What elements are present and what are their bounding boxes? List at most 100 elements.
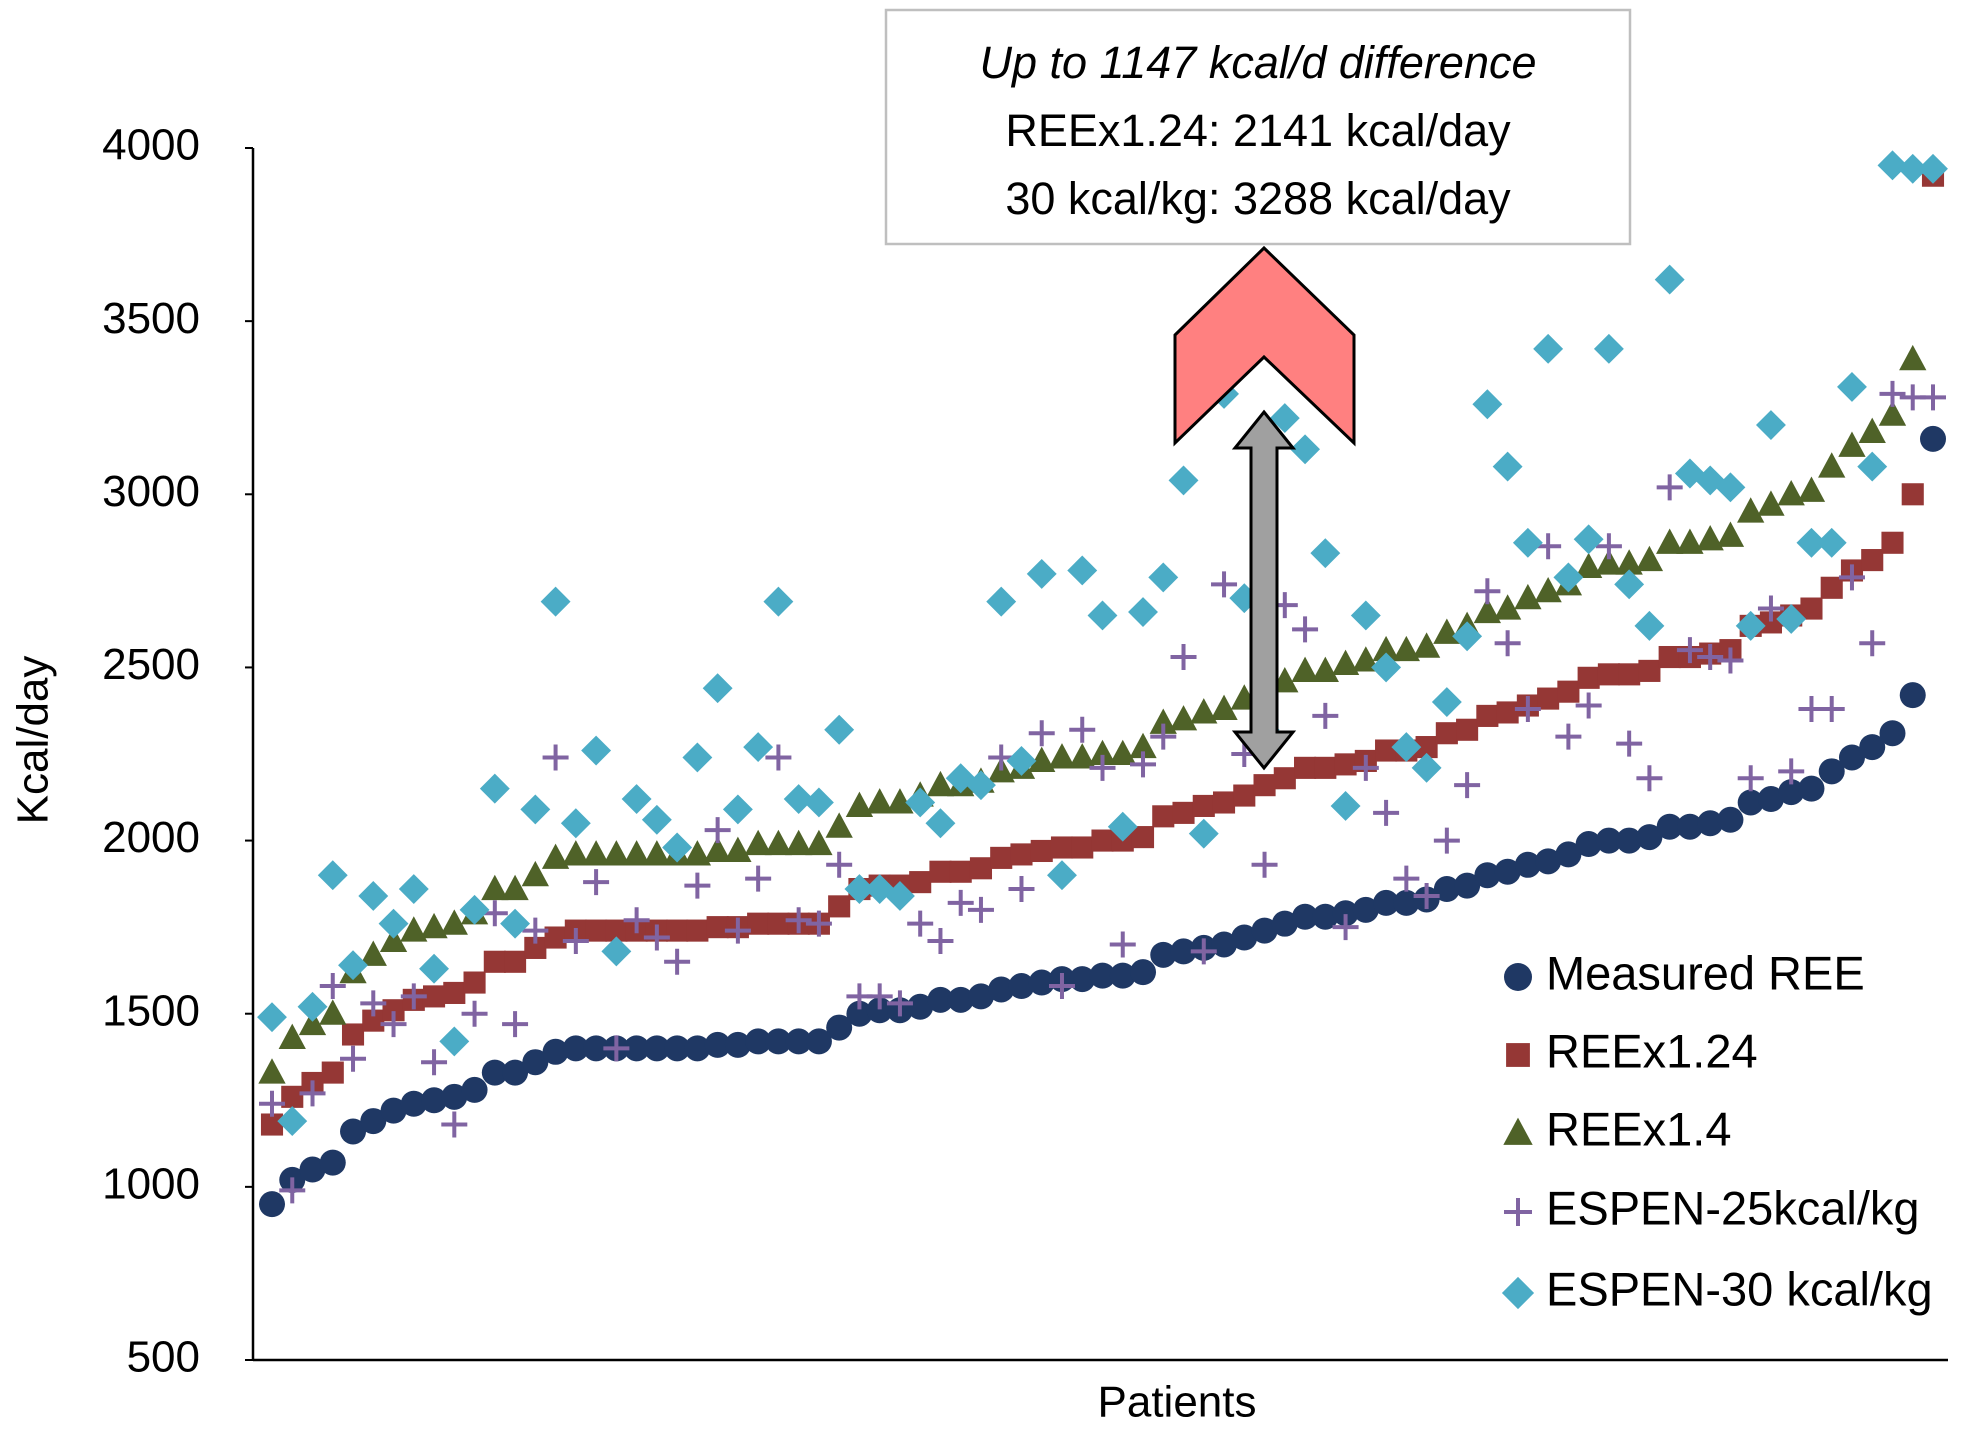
point [1878,400,1907,426]
point [1656,528,1684,554]
double-arrow [1231,409,1297,771]
point [1431,687,1462,718]
point [967,896,994,923]
point [1838,564,1865,591]
point [1211,931,1238,958]
point [1737,789,1764,816]
point [1618,663,1641,686]
point [1897,153,1928,184]
point [439,1026,470,1057]
point [1452,621,1483,652]
point [1372,635,1400,662]
point [1454,772,1481,799]
point [1717,647,1744,674]
point [844,874,875,905]
point [1535,533,1562,560]
point [1593,333,1624,364]
point [420,912,448,939]
point [1130,751,1157,778]
point [360,990,387,1017]
point [1658,645,1681,669]
point [1170,644,1197,671]
point [966,770,996,801]
point [1796,527,1827,558]
point [866,788,894,814]
point [1615,549,1643,575]
point [258,1058,286,1084]
point [461,1076,488,1103]
point [362,1009,385,1032]
point [481,900,508,927]
point [1393,889,1420,916]
point [1290,434,1321,465]
point [380,1011,407,1038]
point [1334,753,1357,776]
point [602,840,631,866]
point [825,812,853,838]
point [1616,730,1643,757]
point [605,919,628,942]
legend-label: Measured REE [1546,946,1865,999]
point [1575,831,1602,858]
annotation-box [884,8,1632,246]
point [581,735,612,766]
point [1899,344,1927,371]
point [380,1097,407,1124]
legend-label: REEx1.4 [1546,1102,1731,1155]
point [1433,876,1460,903]
y-tick-label: 3000 [102,467,200,516]
point [664,1035,691,1062]
point [297,991,328,1022]
point [461,1000,488,1027]
point [421,1049,448,1076]
point [1920,384,1946,411]
point [1314,756,1337,779]
point [382,999,405,1022]
point [1251,851,1278,878]
point [785,907,812,934]
point [763,586,794,617]
point [1069,966,1096,993]
point [929,860,952,883]
point [664,948,691,975]
annotation: REEx1.24: 2141 kcal/day [1005,105,1511,156]
point [1676,637,1703,664]
chevron-arrow [1173,245,1356,447]
point [299,1156,326,1183]
point [1028,969,1055,996]
point [400,1090,427,1117]
point [907,910,934,937]
point [521,860,549,887]
point [522,917,549,944]
point [1375,739,1398,762]
point [623,907,650,934]
point [1150,941,1177,968]
point [520,794,551,825]
point [747,912,770,935]
point [359,940,387,966]
point [1920,425,1946,452]
point [641,804,672,835]
point [1373,889,1400,916]
point [1211,571,1238,598]
point [1454,872,1481,899]
point [1553,562,1584,593]
point [1777,479,1805,506]
point [379,926,408,953]
point [824,714,855,745]
point [441,1111,468,1138]
point [1634,610,1665,641]
point [481,1059,508,1086]
point [866,983,893,1010]
point [1800,597,1823,620]
point [1107,811,1138,842]
point [702,673,733,704]
point [1574,552,1603,579]
point [1512,527,1543,558]
point [1858,417,1886,444]
point [1190,698,1218,724]
point [767,912,790,935]
point [1291,656,1319,682]
point [319,973,346,1000]
